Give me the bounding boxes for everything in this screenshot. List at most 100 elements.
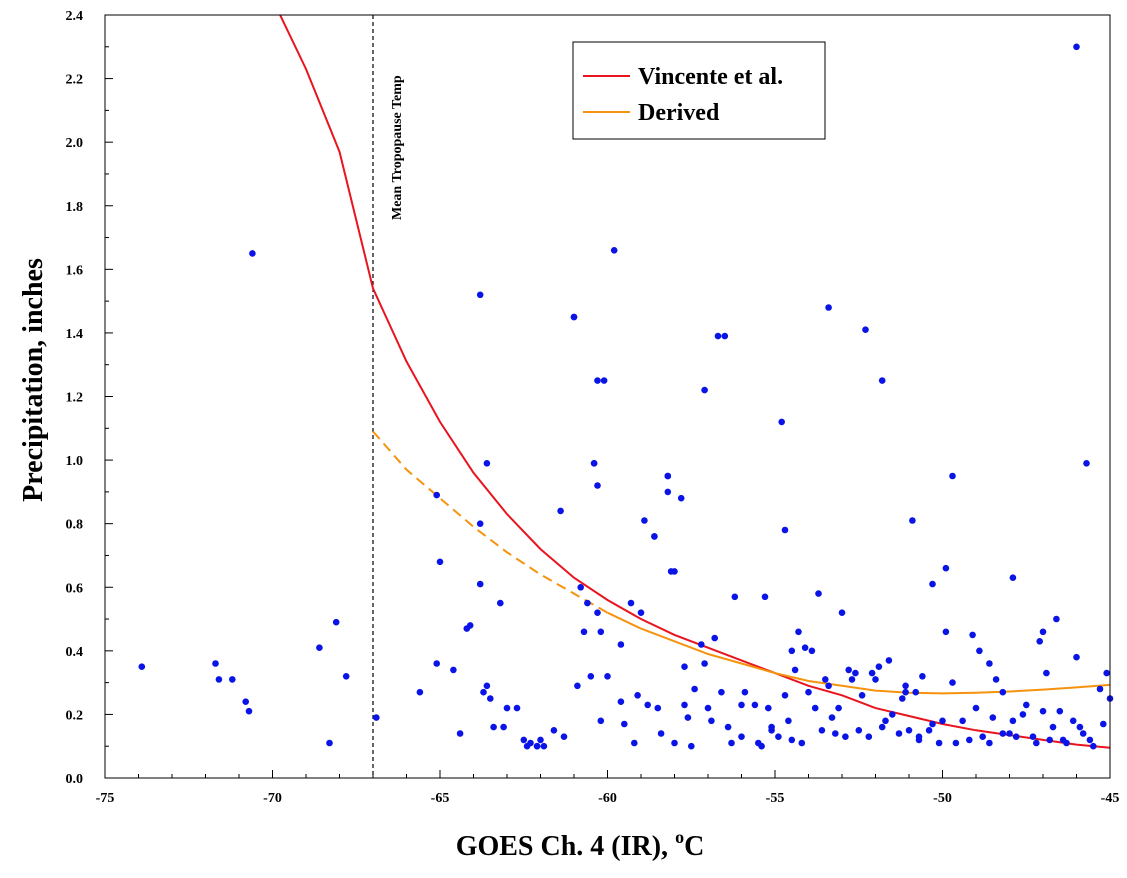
data-point <box>1100 720 1107 728</box>
data-point <box>738 733 745 740</box>
data-point <box>490 723 497 731</box>
data-point <box>778 418 785 426</box>
data-point <box>1033 739 1040 747</box>
data-point <box>815 590 822 597</box>
data-point <box>1049 723 1057 731</box>
data-point <box>577 584 584 591</box>
data-point <box>326 739 333 747</box>
data-point <box>801 644 809 651</box>
data-point <box>959 717 966 725</box>
x-axis-title-unit: C <box>684 831 704 862</box>
y-tick-label: 1.8 <box>66 200 84 215</box>
data-point <box>1053 615 1060 623</box>
data-point <box>999 688 1007 696</box>
x-tick-label: -75 <box>96 791 115 806</box>
data-point <box>899 695 906 702</box>
data-point <box>610 247 618 254</box>
data-point <box>788 736 796 744</box>
data-point <box>902 682 909 690</box>
data-point <box>741 688 749 696</box>
data-point <box>229 676 236 683</box>
data-point <box>631 739 638 747</box>
data-point <box>1023 701 1030 709</box>
data-point <box>1036 638 1043 645</box>
data-point <box>497 599 504 607</box>
data-point <box>999 730 1007 737</box>
data-point <box>845 666 852 674</box>
data-point <box>855 727 863 734</box>
data-point <box>701 660 708 667</box>
data-point <box>574 682 581 690</box>
data-point <box>986 739 993 747</box>
x-tick-label: -45 <box>1101 791 1120 806</box>
data-point <box>1069 717 1077 725</box>
data-point <box>637 609 645 616</box>
data-point <box>1039 628 1047 636</box>
data-point <box>718 688 725 696</box>
data-point <box>755 739 762 747</box>
data-point <box>483 460 491 467</box>
data-point <box>808 647 816 655</box>
data-point <box>775 733 782 740</box>
data-point <box>868 669 876 677</box>
data-point <box>842 733 849 740</box>
data-point <box>671 568 678 575</box>
plot-frame <box>104 14 1111 779</box>
data-point <box>433 660 441 667</box>
data-point <box>651 533 658 540</box>
data-point <box>476 291 484 299</box>
data-point <box>597 628 605 636</box>
legend-box <box>572 41 826 140</box>
data-point <box>664 488 672 496</box>
data-point <box>785 717 792 725</box>
data-point <box>584 599 591 607</box>
y-tick-label: 1.4 <box>66 327 84 342</box>
data-point <box>795 628 802 636</box>
data-point <box>483 682 491 690</box>
data-point <box>249 250 256 257</box>
data-point <box>657 730 665 737</box>
data-point <box>728 739 735 747</box>
data-point <box>966 736 973 744</box>
data-point <box>708 717 715 725</box>
data-point <box>684 714 692 721</box>
legend-label-derived: Derived <box>638 100 720 126</box>
data-point <box>865 733 873 740</box>
data-point <box>594 609 601 616</box>
data-point <box>765 704 772 712</box>
data-point <box>1029 733 1037 740</box>
data-point <box>641 517 648 524</box>
data-point <box>878 377 886 384</box>
data-point <box>590 460 598 467</box>
data-point <box>1076 723 1084 731</box>
data-point <box>664 472 672 480</box>
data-point <box>433 491 441 499</box>
data-point <box>979 733 986 740</box>
data-point <box>487 695 494 702</box>
data-point <box>781 526 789 534</box>
data-point <box>912 688 919 696</box>
vincente-curve <box>279 15 1110 749</box>
data-point <box>698 641 705 648</box>
data-point <box>791 666 799 674</box>
data-point <box>1063 739 1070 747</box>
data-point <box>1096 685 1104 693</box>
data-point <box>138 663 146 670</box>
data-point <box>875 663 883 670</box>
data-point <box>688 742 695 750</box>
data-point <box>882 717 889 725</box>
data-point <box>570 313 578 321</box>
data-point <box>1043 669 1050 677</box>
data-point <box>480 688 487 696</box>
x-tick-label: -50 <box>933 791 952 806</box>
tropopause-label: Mean Tropopause Temp <box>390 75 405 220</box>
data-point <box>925 727 933 734</box>
data-point <box>714 332 722 340</box>
data-point <box>909 517 916 524</box>
data-point <box>781 692 789 699</box>
data-point <box>215 676 223 683</box>
data-point <box>1073 43 1080 51</box>
data-point <box>825 682 832 690</box>
data-point <box>634 692 641 699</box>
data-point <box>838 609 846 616</box>
